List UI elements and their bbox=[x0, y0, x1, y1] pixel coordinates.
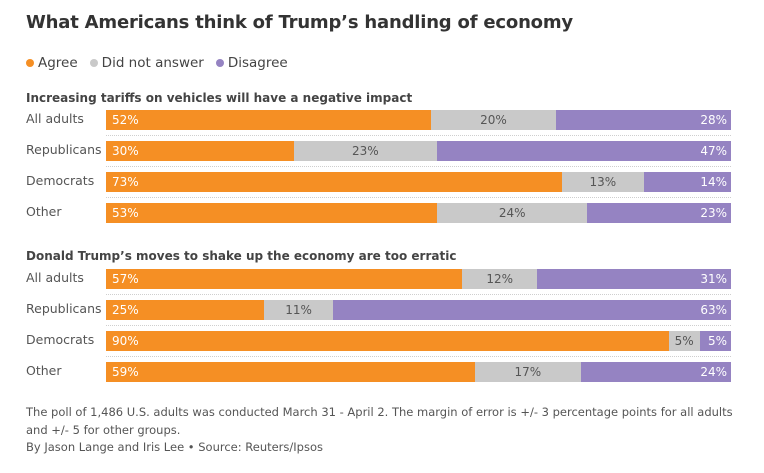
disagree-segment: 28% bbox=[556, 110, 731, 130]
category-label: Other bbox=[26, 363, 62, 378]
bar-row: Republicans 25% 11% 63% bbox=[26, 300, 731, 320]
disagree-segment: 31% bbox=[537, 269, 731, 289]
section-title-erratic: Donald Trump’s moves to shake up the eco… bbox=[26, 249, 457, 263]
disagree-segment: 23% bbox=[587, 203, 731, 223]
data-label: 57% bbox=[112, 272, 139, 286]
legend-item-did-not-answer: Did not answer bbox=[89, 55, 204, 71]
stacked-bar: 52% 20% 28% bbox=[106, 110, 731, 130]
legend: Agree Did not answer Disagree bbox=[26, 55, 288, 71]
category-label: All adults bbox=[26, 111, 84, 126]
category-label: Republicans bbox=[26, 142, 102, 157]
data-label: 59% bbox=[112, 365, 139, 379]
did-not-answer-dot-icon bbox=[89, 59, 98, 67]
data-label: 20% bbox=[480, 113, 507, 127]
bar-row: Other 59% 17% 24% bbox=[26, 362, 731, 382]
category-label: Democrats bbox=[26, 173, 95, 188]
legend-label: Agree bbox=[38, 55, 78, 71]
data-label: 90% bbox=[112, 334, 139, 348]
data-label: 5% bbox=[674, 334, 694, 348]
bar-row: All adults 57% 12% 31% bbox=[26, 269, 731, 289]
disagree-segment: 63% bbox=[333, 300, 731, 320]
stacked-bar: 90% 5% 5% bbox=[106, 331, 731, 351]
data-label: 63% bbox=[700, 303, 727, 317]
legend-item-disagree: Disagree bbox=[215, 55, 288, 71]
agree-segment: 90% bbox=[106, 331, 669, 351]
did-not-answer-segment: 5% bbox=[668, 331, 700, 351]
category-label: Democrats bbox=[26, 332, 95, 347]
row-divider bbox=[106, 325, 731, 326]
section-title-tariffs: Increasing tariffs on vehicles will have… bbox=[26, 91, 413, 105]
row-divider bbox=[106, 166, 731, 167]
agree-segment: 59% bbox=[106, 362, 475, 382]
bar-row: Other 53% 24% 23% bbox=[26, 203, 731, 223]
row-divider bbox=[106, 135, 731, 136]
stacked-bar: 73% 13% 14% bbox=[106, 172, 731, 192]
row-divider bbox=[106, 294, 731, 295]
chart-title: What Americans think of Trump’s handling… bbox=[26, 12, 573, 33]
data-label: 52% bbox=[112, 113, 139, 127]
stacked-bar: 25% 11% 63% bbox=[106, 300, 731, 320]
data-label: 28% bbox=[700, 113, 727, 127]
data-label: 13% bbox=[589, 175, 617, 189]
agree-segment: 73% bbox=[106, 172, 563, 192]
category-label: All adults bbox=[26, 270, 84, 285]
data-label: 12% bbox=[486, 272, 514, 286]
legend-label: Did not answer bbox=[101, 55, 204, 71]
disagree-segment: 47% bbox=[437, 141, 731, 161]
data-label: 11% bbox=[285, 303, 312, 317]
stacked-bar: 53% 24% 23% bbox=[106, 203, 731, 223]
bar-row: Republicans 30% 23% 47% bbox=[26, 141, 731, 161]
row-divider bbox=[106, 356, 731, 357]
byline: By Jason Lange and Iris Lee • Source: Re… bbox=[26, 440, 323, 454]
stacked-bar: 57% 12% 31% bbox=[106, 269, 731, 289]
data-label: 30% bbox=[112, 144, 139, 158]
bar-row: Democrats 90% 5% 5% bbox=[26, 331, 731, 351]
legend-label: Disagree bbox=[227, 55, 288, 71]
disagree-segment: 24% bbox=[581, 362, 731, 382]
data-label: 23% bbox=[352, 144, 379, 158]
did-not-answer-segment: 17% bbox=[474, 362, 581, 382]
did-not-answer-segment: 23% bbox=[293, 141, 438, 161]
agree-segment: 52% bbox=[106, 110, 431, 130]
data-label: 73% bbox=[112, 175, 139, 189]
disagree-segment: 5% bbox=[699, 331, 731, 351]
stacked-bar: 30% 23% 47% bbox=[106, 141, 731, 161]
did-not-answer-segment: 20% bbox=[431, 110, 556, 130]
did-not-answer-segment: 24% bbox=[437, 203, 588, 223]
legend-item-agree: Agree bbox=[26, 55, 78, 71]
bar-row: Democrats 73% 13% 14% bbox=[26, 172, 731, 192]
data-label: 24% bbox=[498, 206, 526, 220]
data-label: 23% bbox=[700, 206, 727, 220]
disagree-segment: 14% bbox=[643, 172, 731, 192]
category-label: Other bbox=[26, 204, 62, 219]
footnote: The poll of 1,486 U.S. adults was conduc… bbox=[26, 405, 733, 437]
data-label: 25% bbox=[112, 303, 139, 317]
stacked-bar: 59% 17% 24% bbox=[106, 362, 731, 382]
did-not-answer-segment: 12% bbox=[462, 269, 538, 289]
data-label: 14% bbox=[700, 175, 727, 189]
data-label: 53% bbox=[112, 206, 139, 220]
agree-segment: 30% bbox=[106, 141, 294, 161]
bar-row: All adults 52% 20% 28% bbox=[26, 110, 731, 130]
data-label: 31% bbox=[700, 272, 727, 286]
agree-segment: 25% bbox=[106, 300, 264, 320]
did-not-answer-segment: 13% bbox=[562, 172, 644, 192]
did-not-answer-segment: 11% bbox=[263, 300, 334, 320]
disagree-dot-icon bbox=[215, 59, 224, 67]
data-label: 47% bbox=[700, 144, 727, 158]
agree-dot-icon bbox=[26, 59, 34, 67]
data-label: 5% bbox=[707, 334, 727, 348]
category-label: Republicans bbox=[26, 301, 102, 316]
agree-segment: 53% bbox=[106, 203, 438, 223]
data-label: 17% bbox=[514, 365, 542, 379]
data-label: 24% bbox=[700, 365, 727, 379]
row-divider bbox=[106, 197, 731, 198]
agree-segment: 57% bbox=[106, 269, 463, 289]
